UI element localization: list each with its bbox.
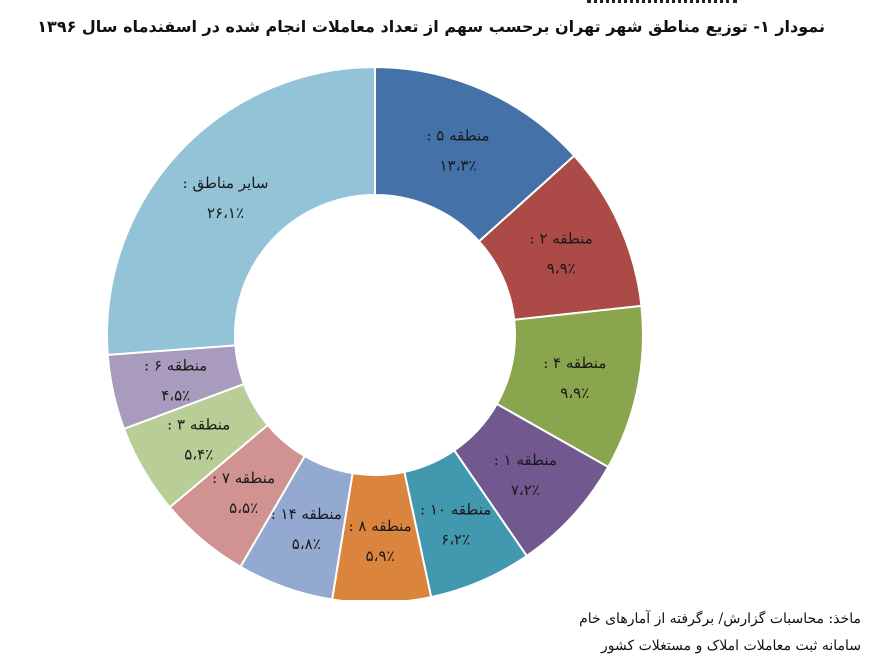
slice-label-5: منطقه ۱۰ :: [420, 500, 491, 518]
slice-value-6: ۵،۹٪: [366, 547, 395, 565]
slice-label-3: منطقه ۴ :: [543, 354, 606, 372]
slice-value-4: ۷،۲٪: [511, 481, 540, 499]
slice-label-10: منطقه ۶ :: [144, 357, 207, 375]
slice-label-8: منطقه ۷ :: [212, 469, 275, 487]
slice-value-3: ۹،۹٪: [560, 384, 589, 402]
slice-value-11: ۲۶،۱٪: [207, 204, 244, 222]
slice-1: [374, 65, 576, 243]
source-line-1: ماخذ: محاسبات گزارش/ برگرفته از آمارهای …: [579, 611, 861, 627]
slice-value-7: ۵،۸٪: [292, 535, 321, 553]
source-line-2: سامانه ثبت معاملات املاک و مستغلات کشور: [601, 638, 861, 654]
top-border-mark: [587, 0, 737, 6]
source-note: ماخذ: محاسبات گزارش/ برگرفته از آمارهای …: [579, 606, 861, 660]
chart-title: نمودار ۱- توزیع مناطق شهر تهران برحسب سه…: [37, 17, 825, 36]
slice-label-4: منطقه ۱ :: [494, 451, 557, 469]
slice-value-10: ۴،۵٪: [161, 387, 190, 405]
slice-label-7: منطقه ۱۴ :: [271, 505, 342, 523]
slice-value-9: ۵،۴٪: [184, 446, 213, 464]
doughnut-chart: منطقه ۵ : ۱۳،۳٪ منطقه ۲ : ۹،۹٪ منطقه ۴ : ۹،۹٪…: [106, 65, 644, 600]
slice-11: [106, 65, 376, 356]
slice-label-11: سایر مناطق :: [183, 174, 269, 192]
slice-label-1: منطقه ۵ :: [426, 127, 489, 145]
slice-label-6: منطقه ۸ :: [349, 517, 412, 535]
slice-value-5: ۶،۲٪: [441, 530, 470, 548]
slice-value-8: ۵،۵٪: [229, 499, 258, 517]
slice-value-2: ۹،۹٪: [547, 260, 576, 278]
slice-label-9: منطقه ۳ :: [167, 416, 230, 434]
slice-value-1: ۱۳،۳٪: [439, 157, 476, 175]
slice-label-2: منطقه ۲ :: [530, 230, 593, 248]
